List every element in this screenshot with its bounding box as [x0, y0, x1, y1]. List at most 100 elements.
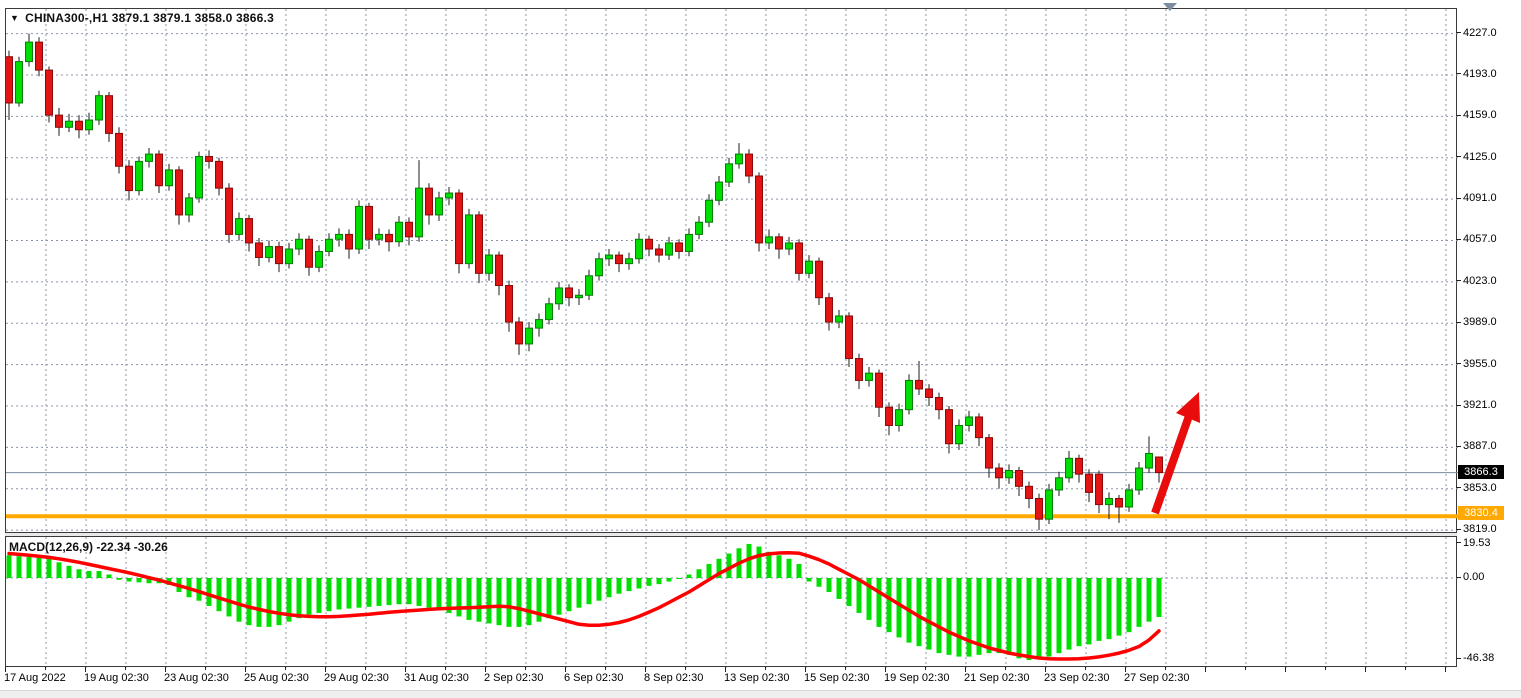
bear-candle [495, 254, 503, 287]
time-axis-tick [725, 667, 726, 672]
bear-candle [1015, 470, 1023, 487]
time-axis-tick [765, 667, 766, 670]
time-axis-tick [605, 667, 606, 670]
macd-axis-tick [1456, 576, 1461, 578]
time-axis-tick [205, 667, 206, 670]
price-axis-label: 4125.0 [1463, 150, 1497, 163]
macd-bar [626, 578, 632, 592]
bull-candle [315, 250, 323, 268]
time-axis-label: 31 Aug 02:30 [404, 672, 469, 684]
macd-bar [416, 578, 422, 606]
price-chart-canvas[interactable] [6, 9, 1458, 534]
time-axis-tick [165, 667, 166, 672]
arrow-shaft [1151, 411, 1194, 515]
macd-bar [706, 564, 712, 578]
trend-arrow[interactable] [1151, 392, 1200, 515]
symbol-ohlc-text: CHINA300-,H1 3879.1 3879.1 3858.0 3866.3 [25, 11, 274, 25]
macd-bar [366, 578, 372, 607]
symbol-dropdown-icon[interactable]: ▼ [10, 13, 20, 23]
bear-candle [55, 114, 63, 128]
macd-canvas[interactable] [6, 537, 1458, 668]
bear-candle [565, 287, 573, 299]
time-axis-tick [485, 667, 486, 672]
macd-indicator-panel[interactable] [5, 536, 1458, 668]
time-axis-label: 27 Sep 02:30 [1124, 672, 1190, 684]
bear-candle [925, 388, 933, 398]
macd-bar [256, 578, 262, 627]
bear-candle [405, 221, 413, 238]
macd-bar [426, 578, 432, 608]
bear-candle [675, 242, 683, 252]
time-axis-label: 15 Sep 02:30 [804, 672, 870, 684]
price-axis-tick [1456, 487, 1461, 489]
price-axis-label: 3819.0 [1463, 523, 1497, 536]
macd-bar [986, 578, 992, 654]
macd-axis-tick [1456, 542, 1461, 544]
macd-bar [726, 553, 732, 578]
macd-bar [26, 557, 32, 578]
price-axis-tick [1456, 156, 1461, 158]
price-axis-label: 3887.0 [1463, 440, 1497, 453]
time-axis-tick [565, 667, 566, 672]
macd-bar [46, 558, 52, 578]
last-bar-marker-icon[interactable] [1163, 3, 1177, 11]
time-axis-tick [1325, 667, 1326, 670]
bear-candle [75, 120, 83, 131]
bull-candle [15, 61, 23, 104]
macd-bar [1016, 578, 1022, 659]
bull-candle [835, 315, 843, 323]
macd-bar [776, 555, 782, 578]
bull-candle [735, 153, 743, 165]
bear-candle [255, 242, 263, 259]
macd-bar [386, 578, 392, 606]
macd-bar [36, 557, 42, 578]
time-axis-label: 21 Sep 02:30 [964, 672, 1030, 684]
macd-bar [196, 578, 202, 601]
bull-candle [1065, 457, 1073, 479]
time-axis-tick [445, 667, 446, 670]
macd-bar [346, 578, 352, 609]
bull-candle [375, 233, 383, 240]
support-line-price-badge: 3830.4 [1458, 506, 1504, 520]
macd-bar [226, 578, 232, 617]
bear-candle [215, 160, 223, 189]
macd-bar [56, 562, 62, 578]
time-axis-tick [685, 667, 686, 670]
bear-candle [915, 379, 923, 390]
panel-separator[interactable] [5, 533, 1457, 536]
price-axis-label: 4193.0 [1463, 67, 1497, 80]
bear-candle [385, 233, 393, 243]
main-price-chart[interactable] [5, 8, 1458, 534]
bull-candle [295, 238, 303, 250]
bull-candle [685, 233, 693, 252]
bull-candle [465, 214, 473, 265]
bull-candle [1005, 470, 1013, 479]
bull-candle [1055, 477, 1063, 491]
macd-bar [806, 578, 812, 582]
time-axis-tick [1205, 667, 1206, 672]
chart-title: ▼ CHINA300-,H1 3879.1 3879.1 3858.0 3866.… [10, 11, 274, 25]
time-axis-tick [1445, 667, 1446, 672]
time-axis-label: 23 Aug 02:30 [164, 672, 229, 684]
macd-bar [676, 578, 682, 579]
bull-candle [905, 379, 913, 411]
bull-candle [95, 95, 103, 121]
macd-bar [766, 551, 772, 578]
bull-candle [445, 192, 453, 199]
price-axis-tick [1456, 73, 1461, 75]
time-axis-tick [1365, 667, 1366, 672]
macd-bar [406, 578, 412, 605]
price-axis-tick [1456, 238, 1461, 240]
macd-bar [306, 578, 312, 615]
bear-candle [775, 236, 783, 250]
price-axis-label: 4227.0 [1463, 26, 1497, 39]
bear-candle [45, 69, 53, 116]
price-axis-tick [1456, 114, 1461, 116]
time-axis-label: 23 Sep 02:30 [1044, 672, 1110, 684]
time-axis-tick [45, 667, 46, 670]
bull-candle [265, 246, 273, 259]
bull-candle [595, 258, 603, 277]
bull-candle [1125, 489, 1133, 508]
bear-candle [645, 238, 653, 250]
macd-bar [236, 578, 242, 622]
